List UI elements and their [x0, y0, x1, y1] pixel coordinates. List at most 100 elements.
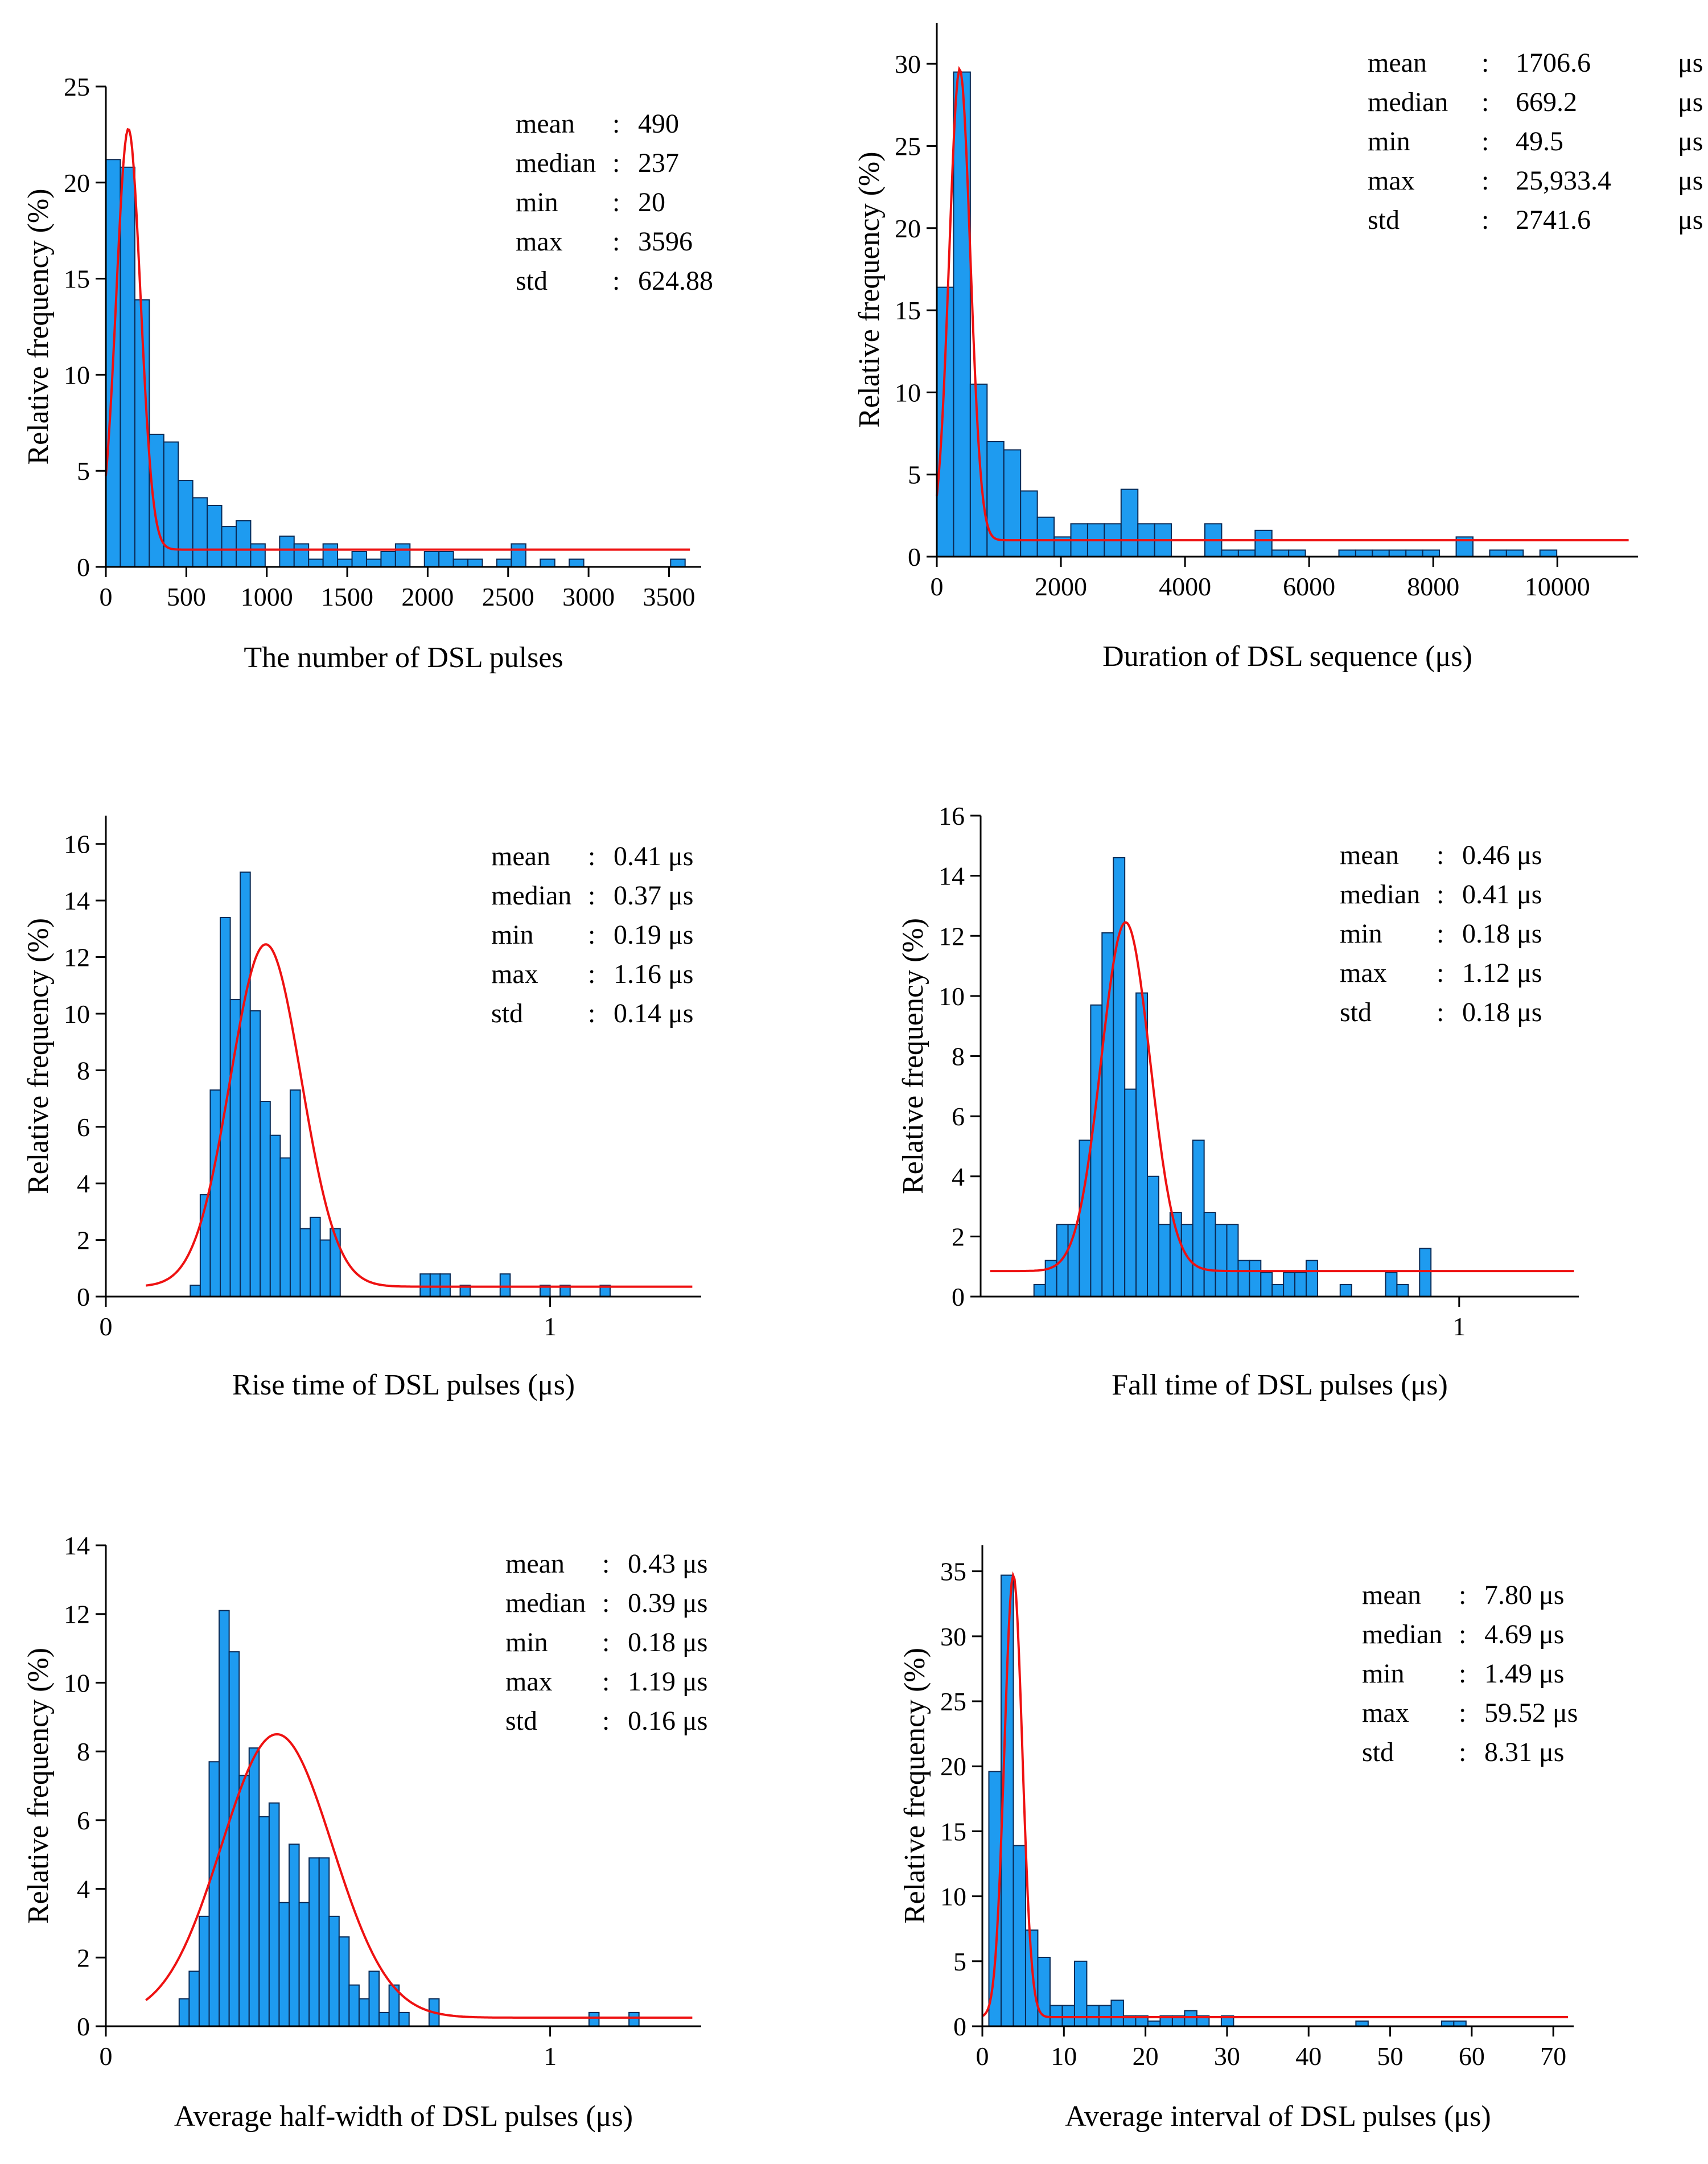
stat-colon: :: [1481, 126, 1489, 157]
stat-name: min: [1368, 126, 1410, 157]
y-tick-label: 0: [77, 553, 90, 582]
stat-name: max: [1362, 1698, 1409, 1728]
stat-value-number: 0.41: [614, 841, 661, 871]
histogram-bar: [1260, 1272, 1273, 1297]
y-tick-label: 6: [77, 1806, 90, 1835]
stat-name: std: [491, 998, 523, 1028]
stat-colon: :: [602, 1706, 610, 1736]
stat-value: 0.18 μs: [1462, 997, 1542, 1027]
y-tick-label: 25: [64, 72, 90, 101]
x-tick-label: 10: [1051, 2042, 1077, 2071]
stat-colon: :: [588, 998, 595, 1028]
stat-colon: :: [1459, 1737, 1466, 1767]
histogram-bar: [1372, 549, 1390, 557]
x-tick-label: 1: [544, 2042, 557, 2071]
stat-value: 0.41 μs: [614, 841, 693, 871]
stat-value-number: 0.46: [1462, 840, 1510, 870]
histogram-bar: [438, 550, 454, 568]
stat-value: 0.14 μs: [614, 998, 693, 1028]
stat-value-number: 0.18: [1462, 919, 1510, 949]
histogram-bar: [1339, 1283, 1352, 1297]
stat-value: 20: [638, 187, 665, 217]
y-tick-label: 4: [952, 1162, 965, 1191]
histogram-bar: [1192, 1139, 1205, 1297]
histogram-bar: [1110, 2000, 1124, 2027]
x-tick-label: 10000: [1525, 572, 1590, 601]
histogram-bar: [953, 71, 971, 558]
stat-unit: μs: [1546, 1698, 1578, 1728]
x-tick-label: 1000: [241, 582, 293, 611]
stat-colon: :: [602, 1588, 610, 1618]
stat-name: std: [505, 1706, 537, 1736]
x-axis-title: Average interval of DSL pulses (μs): [1065, 2100, 1491, 2133]
y-tick-label: 15: [895, 296, 921, 325]
stat-value-number: 1.12: [1462, 958, 1510, 988]
stat-value: 237: [638, 148, 679, 178]
gaussian-fit-curve: [982, 1571, 1568, 2018]
y-tick-label: 5: [953, 1947, 966, 1976]
stat-value: 1.12 μs: [1462, 958, 1542, 988]
stat-name: max: [491, 959, 538, 989]
histogram-bar: [348, 1984, 360, 2027]
stat-value: 59.52 μs: [1484, 1698, 1578, 1728]
stat-unit: μs: [1678, 166, 1703, 196]
stat-colon: :: [588, 920, 595, 950]
stat-value: 0.37 μs: [614, 881, 693, 911]
y-tick-label: 15: [64, 265, 90, 294]
x-axis-title: Rise time of DSL pulses (μs): [232, 1369, 575, 1401]
stat-value: 0.43 μs: [628, 1549, 707, 1579]
x-tick-label: 500: [167, 582, 206, 611]
stat-value: 669.2: [1516, 87, 1577, 117]
stat-name: min: [1340, 919, 1382, 949]
y-tick-label: 10: [939, 982, 965, 1011]
stat-value: 2741.6: [1516, 205, 1591, 235]
histogram-bar: [1061, 2005, 1075, 2027]
histogram-bar: [1226, 1224, 1239, 1297]
x-tick-label: 1500: [321, 582, 373, 611]
stat-value-number: 1.16: [614, 959, 661, 989]
histogram-panel-6: 0 5 10 15 20 25 30 35 0 10 20 30 40 50 60 70 Relative fr…: [899, 1545, 1578, 2133]
histogram-panel-5: 0 2 4 6 8 10 12 14 0 1 Relative frequency (%) Avera…: [22, 1531, 707, 2133]
stat-unit: μs: [676, 1627, 707, 1657]
stat-value-number: 3596: [638, 227, 693, 257]
histogram-bar: [1288, 549, 1306, 557]
histogram-bar: [269, 1134, 281, 1298]
histogram-bar: [293, 543, 310, 567]
stat-unit: μs: [1678, 205, 1703, 235]
stat-value: 49.5: [1516, 126, 1563, 157]
histogram-panel-4: 0 2 4 6 8 10 12 14 16 1 Relative frequency (%) Fall…: [897, 801, 1579, 1401]
histogram-bar: [511, 543, 526, 567]
stat-name: mean: [491, 841, 550, 871]
stat-unit: μs: [1532, 1659, 1564, 1689]
stat-unit: μs: [1678, 126, 1703, 157]
histogram-bar: [248, 1747, 260, 2027]
y-tick-label: 4: [77, 1169, 90, 1198]
histogram-bar: [1505, 549, 1524, 557]
histogram-bar: [1020, 490, 1038, 557]
stat-value-number: 1.19: [628, 1667, 676, 1697]
stat-value: 25,933.4: [1516, 166, 1611, 196]
histogram-bar: [380, 550, 396, 568]
x-tick-label: 50: [1377, 2042, 1404, 2071]
histogram-bar: [1294, 1272, 1307, 1297]
y-tick-label: 14: [64, 1531, 90, 1560]
x-tick-label: 0: [100, 2042, 113, 2071]
gaussian-fit-curve: [146, 943, 693, 1288]
histogram-bar: [178, 480, 194, 568]
x-tick-label: 30: [1214, 2042, 1240, 2071]
y-axis-title: Relative frequency (%): [22, 918, 55, 1194]
stat-value-number: 8.31: [1484, 1737, 1532, 1767]
stat-colon: :: [1437, 879, 1444, 910]
stat-colon: :: [1437, 997, 1444, 1027]
histogram-bar: [394, 543, 411, 567]
x-tick-label: 3000: [562, 582, 615, 611]
x-tick-label: 0: [976, 2042, 989, 2071]
stat-name: median: [1368, 87, 1448, 117]
histogram-bar: [319, 1239, 331, 1297]
stat-value-number: 1.49: [1484, 1659, 1532, 1689]
x-tick-label: 2000: [401, 582, 454, 611]
stat-name: max: [1368, 166, 1415, 196]
stat-colon: :: [1437, 919, 1444, 949]
gaussian-fit-curve: [145, 1733, 693, 2019]
y-axis-title: Relative frequency (%): [899, 1648, 931, 1924]
